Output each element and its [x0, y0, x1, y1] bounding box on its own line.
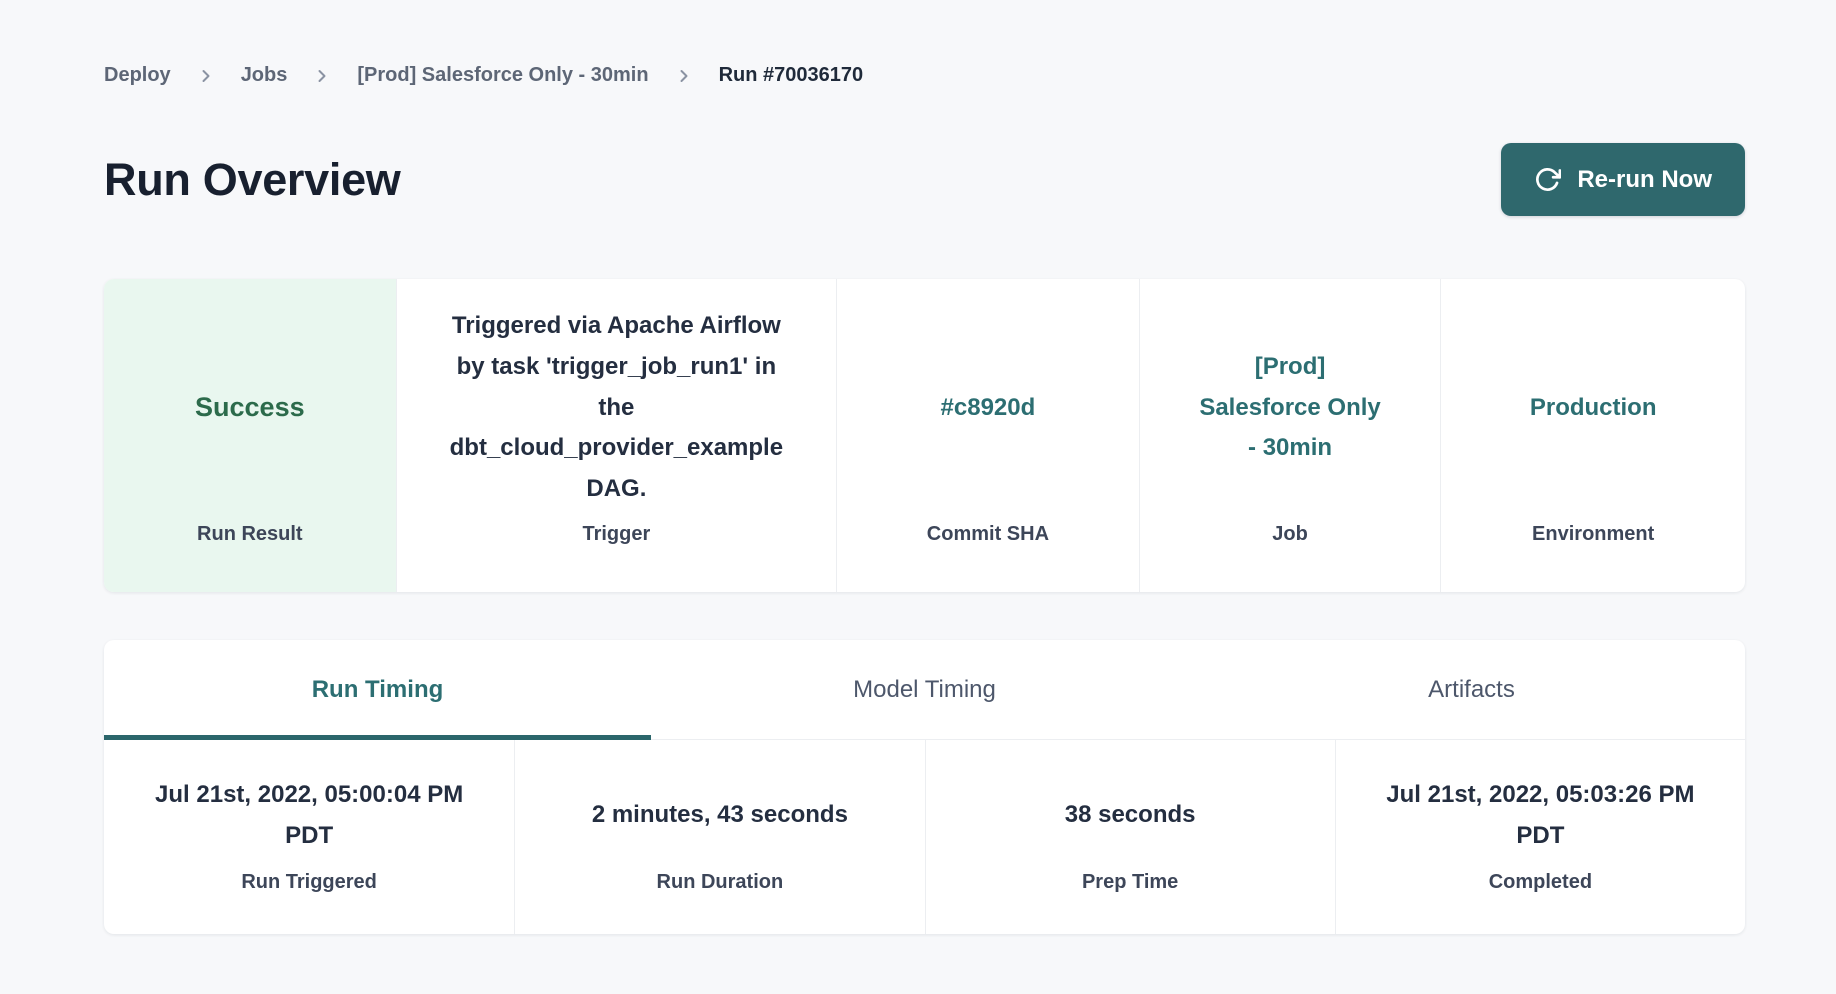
job-label: Job	[1272, 523, 1308, 545]
tab-bar: Run Timing Model Timing Artifacts	[104, 640, 1745, 740]
run-result-status: Success	[195, 392, 305, 423]
breadcrumb: Deploy Jobs [Prod] Salesforce Only - 30m…	[104, 0, 1745, 87]
run-duration-label: Run Duration	[656, 871, 784, 893]
tab-artifacts[interactable]: Artifacts	[1428, 675, 1515, 703]
breadcrumb-item-job-name[interactable]: [Prod] Salesforce Only - 30min	[357, 64, 649, 86]
prep-time-label: Prep Time	[1081, 871, 1179, 893]
environment-label: Environment	[1532, 523, 1655, 545]
commit-sha-link[interactable]: #c8920d	[940, 393, 1036, 421]
commit-sha-card: #c8920d Commit SHA	[836, 279, 1139, 592]
environment-card: Production Environment	[1440, 279, 1745, 592]
prep-time-value-area: 38 seconds	[926, 740, 1335, 871]
breadcrumb-item-jobs[interactable]: Jobs	[240, 64, 288, 86]
run-detail-panel: Run Timing Model Timing Artifacts Jul 21…	[104, 640, 1745, 934]
run-result-label: Run Result	[197, 523, 303, 545]
job-card: [Prod] Salesforce Only - 30min Job	[1138, 279, 1441, 592]
breadcrumb-item-run-number: Run #70036170	[718, 64, 864, 86]
page-container: Deploy Jobs [Prod] Salesforce Only - 30m…	[104, 0, 1745, 934]
chevron-right-icon	[674, 66, 694, 86]
job-value-area: [Prod] Salesforce Only - 30min	[1140, 279, 1441, 523]
run-triggered-value: Jul 21st, 2022, 05:00:04 PM PDT	[155, 780, 464, 849]
chevron-right-icon	[312, 66, 332, 86]
breadcrumb-item-deploy[interactable]: Deploy	[104, 64, 171, 86]
commit-sha-label: Commit SHA	[926, 523, 1050, 545]
completed-value-area: Jul 21st, 2022, 05:03:26 PM PDT	[1336, 740, 1745, 871]
chevron-right-icon	[196, 66, 216, 86]
environment-value-area: Production	[1441, 279, 1745, 523]
run-duration-value: 2 minutes, 43 seconds	[591, 801, 848, 829]
job-link[interactable]: [Prod] Salesforce Only - 30min	[1199, 352, 1381, 462]
run-result-value-area: Success	[104, 279, 396, 523]
rerun-now-label: Re-run Now	[1577, 165, 1712, 193]
commit-sha-value-area: #c8920d	[837, 279, 1139, 523]
refresh-icon	[1534, 166, 1562, 193]
page-title: Run Overview	[104, 153, 401, 205]
trigger-value-area: Triggered via Apache Airflow by task 'tr…	[397, 279, 836, 523]
tab-run-timing[interactable]: Run Timing	[104, 640, 651, 740]
rerun-now-button[interactable]: Re-run Now	[1501, 143, 1745, 216]
run-triggered-card: Jul 21st, 2022, 05:00:04 PM PDT Run Trig…	[104, 740, 514, 934]
run-duration-value-area: 2 minutes, 43 seconds	[515, 740, 924, 871]
run-summary-panel: Success Run Result Triggered via Apache …	[104, 279, 1745, 592]
trigger-card: Triggered via Apache Airflow by task 'tr…	[395, 279, 836, 592]
trigger-description: Triggered via Apache Airflow by task 'tr…	[449, 312, 784, 503]
tab-model-timing[interactable]: Model Timing	[853, 675, 996, 703]
trigger-label: Trigger	[582, 523, 651, 545]
run-duration-card: 2 minutes, 43 seconds Run Duration	[514, 740, 924, 934]
run-timing-content: Jul 21st, 2022, 05:00:04 PM PDT Run Trig…	[104, 740, 1745, 934]
environment-link[interactable]: Production	[1529, 393, 1657, 421]
prep-time-card: 38 seconds Prep Time	[924, 740, 1335, 934]
completed-card: Jul 21st, 2022, 05:03:26 PM PDT Complete…	[1334, 740, 1745, 934]
completed-value: Jul 21st, 2022, 05:03:26 PM PDT	[1386, 780, 1695, 849]
run-triggered-value-area: Jul 21st, 2022, 05:00:04 PM PDT	[104, 740, 514, 871]
prep-time-value: 38 seconds	[1064, 801, 1196, 829]
completed-label: Completed	[1488, 871, 1593, 893]
page-header: Run Overview Re-run Now	[104, 143, 1745, 216]
run-result-card: Success Run Result	[104, 279, 396, 592]
run-triggered-label: Run Triggered	[241, 871, 377, 893]
